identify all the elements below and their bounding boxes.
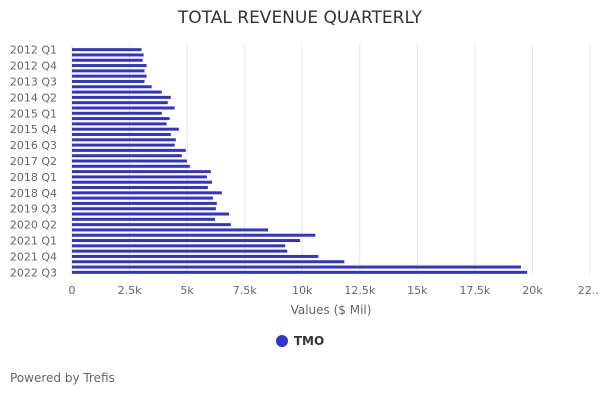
y-tick-label: 2021 Q1 (10, 235, 57, 248)
bar (72, 90, 162, 94)
bar (72, 186, 208, 190)
bar (72, 85, 152, 89)
y-tick-label: 2018 Q4 (10, 187, 57, 200)
x-tick-label: 15k (407, 284, 428, 297)
y-tick-label: 2018 Q1 (10, 171, 57, 184)
bar (72, 244, 286, 248)
bar (72, 154, 182, 158)
x-tick-label: 2.5k (118, 284, 142, 297)
x-axis-label: Values ($ Mil) (291, 303, 372, 317)
y-tick-label: 2017 Q2 (10, 155, 57, 168)
bar (72, 201, 217, 205)
bar (72, 217, 215, 221)
bar (72, 58, 143, 62)
bar (72, 191, 222, 195)
y-tick-label: 2013 Q3 (10, 75, 57, 88)
bar (72, 170, 211, 174)
bar (72, 254, 319, 258)
bar (72, 249, 288, 253)
bar (72, 159, 187, 163)
bar (72, 180, 212, 184)
bar (72, 101, 168, 105)
x-tick-label: 5k (180, 284, 194, 297)
bar (72, 196, 213, 200)
bar (72, 212, 230, 216)
bar (72, 239, 301, 243)
powered-by: Powered by Trefis (10, 371, 115, 385)
y-tick-label: 2015 Q4 (10, 123, 57, 136)
bar (72, 260, 345, 264)
bar (72, 143, 175, 147)
y-tick-label: 2015 Q1 (10, 107, 57, 120)
bar (72, 164, 190, 168)
bar (72, 270, 528, 274)
bar (72, 106, 175, 110)
y-tick-label: 2012 Q1 (10, 44, 57, 57)
x-tick-label: 12.5k (344, 284, 375, 297)
y-tick-label: 2014 Q2 (10, 91, 57, 104)
bar (72, 48, 142, 52)
bar (72, 132, 171, 136)
legend[interactable]: TMO (0, 334, 600, 348)
y-tick-label: 2019 Q3 (10, 203, 57, 216)
bar (72, 127, 179, 131)
bar (72, 69, 145, 73)
bar (72, 265, 521, 269)
y-tick-label: 2022 Q3 (10, 266, 57, 279)
x-tick-label: 7.5k (233, 284, 257, 297)
bar (72, 122, 167, 126)
bar (72, 138, 176, 142)
bar (72, 95, 171, 99)
bar (72, 117, 170, 121)
bar (72, 233, 316, 237)
y-tick-label: 2012 Q4 (10, 60, 57, 73)
bar (72, 53, 144, 57)
legend-marker (275, 335, 288, 347)
bar (72, 79, 145, 83)
x-tick-label: 10k (292, 284, 313, 297)
bar (72, 228, 269, 232)
bar (72, 223, 231, 227)
bar (72, 111, 162, 115)
y-tick-label: 2021 Q4 (10, 250, 57, 263)
y-tick-label: 2016 Q3 (10, 139, 57, 152)
y-tick-label: 2020 Q2 (10, 219, 57, 232)
x-tick-label: 22... (578, 284, 600, 297)
bar (72, 207, 216, 211)
bar (72, 148, 186, 152)
x-tick-label: 20k (522, 284, 543, 297)
legend-label: TMO (293, 334, 325, 348)
x-tick-label: 0 (69, 284, 76, 297)
chart-title: TOTAL REVENUE QUARTERLY (177, 8, 423, 28)
bar (72, 74, 147, 78)
bar (72, 64, 147, 68)
x-tick-label: 17.5k (459, 284, 490, 297)
bar (72, 175, 207, 179)
